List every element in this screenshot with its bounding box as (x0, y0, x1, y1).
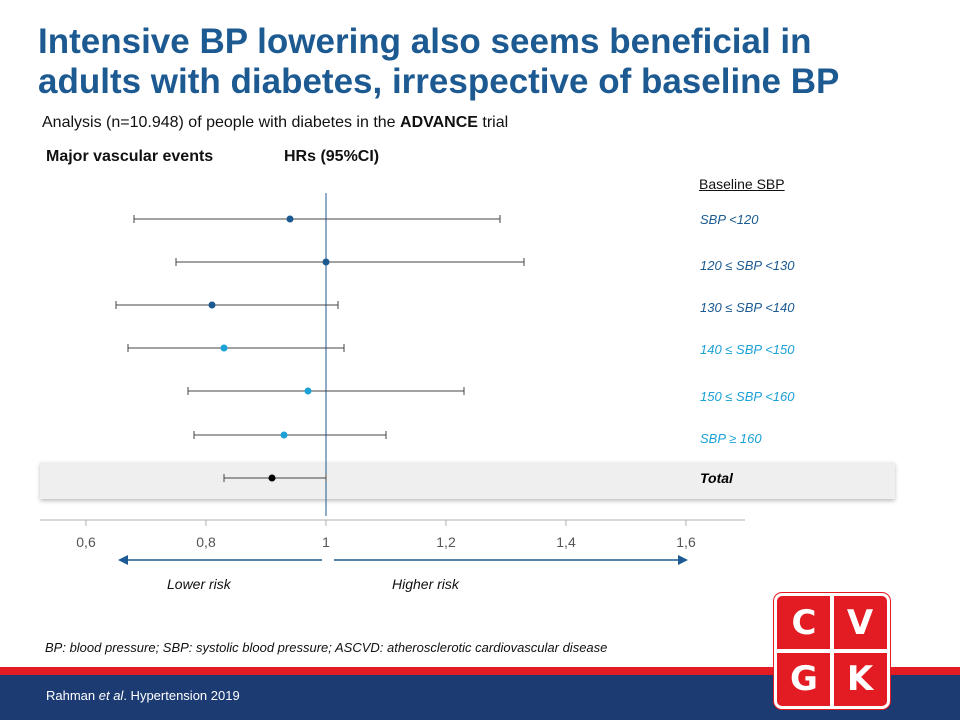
footer-red-stripe (0, 667, 960, 675)
legend-header: Baseline SBP (699, 176, 785, 192)
x-tick-label: 1,4 (556, 534, 576, 550)
citation-author: Rahman (46, 688, 99, 703)
row-label: 150 ≤ SBP <160 (700, 389, 795, 404)
citation-rest: . Hypertension 2019 (123, 688, 240, 703)
hr-point (280, 431, 288, 439)
header-hr: HRs (95%CI) (284, 148, 380, 165)
header-outcome: Major vascular events (46, 148, 214, 165)
row-label: Total (700, 470, 733, 486)
x-tick-label: 1 (322, 534, 330, 550)
x-tick-label: 1,2 (436, 534, 456, 550)
hr-point (220, 344, 228, 352)
x-tick-label: 0,8 (196, 534, 216, 550)
higher-risk-label: Higher risk (392, 576, 459, 592)
lower-risk-label: Lower risk (167, 576, 231, 592)
slide-subtitle: Analysis (n=10.948) of people with diabe… (42, 114, 508, 132)
citation-etal: et al (98, 688, 124, 703)
citation: Rahman et al. Hypertension 2019 (46, 688, 240, 703)
logo-letter-c: C (791, 603, 817, 643)
hr-point (286, 215, 294, 223)
hr-point (304, 387, 312, 395)
hr-point (268, 474, 276, 482)
row-label: 140 ≤ SBP <150 (700, 342, 795, 357)
total-row-band (40, 462, 895, 499)
subtitle-post: trial (477, 114, 509, 131)
hr-point (208, 301, 216, 309)
subtitle-pre: Analysis (n=10.948) of people with diabe… (42, 114, 401, 131)
row-label: 120 ≤ SBP <130 (700, 258, 795, 273)
logo-letter-k: K (846, 659, 874, 699)
lower-risk-arrow-head (118, 555, 128, 565)
higher-risk-arrow-head (678, 555, 688, 565)
subtitle-trial: ADVANCE (400, 114, 478, 131)
x-tick-label: 0,6 (76, 534, 96, 550)
slide-title: Intensive BP lowering also seems benefic… (38, 22, 840, 101)
hr-point (322, 258, 330, 266)
logo-letter-v: V (846, 603, 874, 643)
row-label: SBP <120 (700, 212, 759, 227)
row-label: 130 ≤ SBP <140 (700, 300, 795, 315)
cvgk-logo: C V G K (774, 593, 890, 709)
footnote: BP: blood pressure; SBP: systolic blood … (45, 640, 608, 655)
row-label: SBP ≥ 160 (700, 431, 762, 446)
x-tick-label: 1,6 (676, 534, 696, 550)
logo-divider-horizontal (777, 649, 887, 653)
logo-letter-g: G (790, 659, 818, 699)
